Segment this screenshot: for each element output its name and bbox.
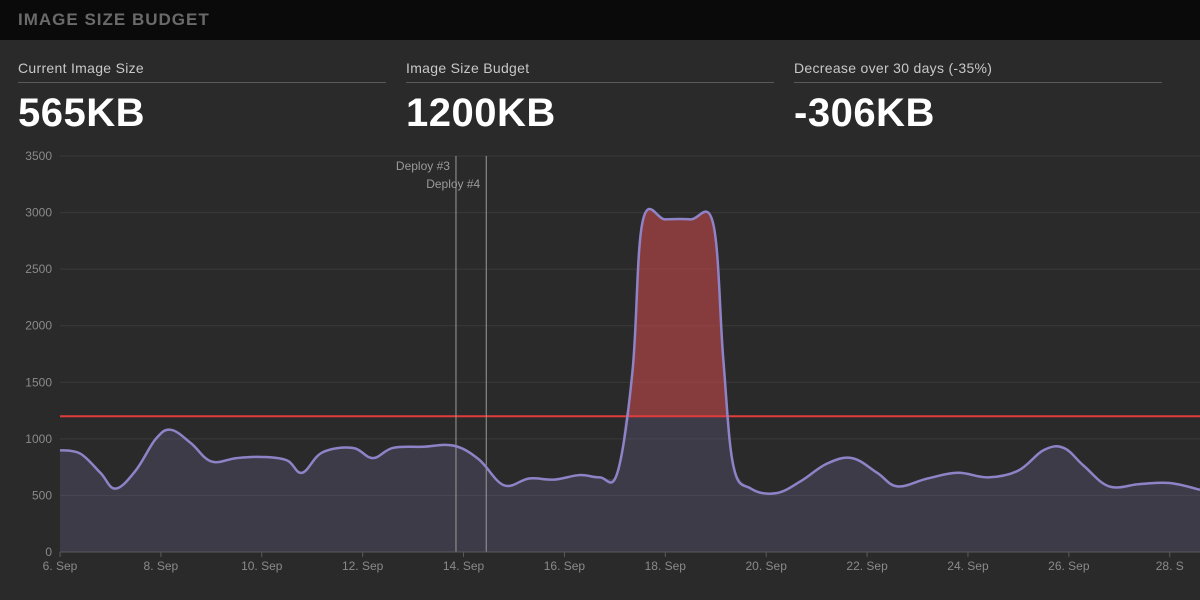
x-tick-label: 16. Sep — [544, 559, 586, 573]
metric-decrease: Decrease over 30 days (-35%) -306KB — [794, 60, 1182, 136]
svg-text:2000: 2000 — [25, 319, 52, 333]
metric-budget: Image Size Budget 1200KB — [406, 60, 794, 136]
x-tick-label: 24. Sep — [947, 559, 989, 573]
x-tick-label: 28. S — [1156, 559, 1184, 573]
metric-decrease-label: Decrease over 30 days (-35%) — [794, 60, 1162, 83]
metric-budget-value: 1200KB — [406, 91, 774, 136]
metrics-row: Current Image Size 565KB Image Size Budg… — [0, 40, 1200, 146]
panel-title: IMAGE SIZE BUDGET — [18, 10, 210, 29]
x-tick-label: 10. Sep — [241, 559, 283, 573]
chart-svg: 0 500 1000 1500 2000 2500 3000 3500 Deploy #3 Dep… — [18, 146, 1200, 576]
svg-text:3500: 3500 — [25, 149, 52, 163]
metric-current-label: Current Image Size — [18, 60, 386, 83]
svg-text:3000: 3000 — [25, 206, 52, 220]
deploy-marker-label: Deploy #3 — [396, 159, 450, 173]
svg-text:1500: 1500 — [25, 375, 52, 389]
metric-decrease-value: -306KB — [794, 91, 1162, 136]
metric-budget-label: Image Size Budget — [406, 60, 774, 83]
budget-chart: 0 500 1000 1500 2000 2500 3000 3500 Deploy #3 Dep… — [0, 146, 1200, 576]
metric-current: Current Image Size 565KB — [18, 60, 406, 136]
svg-text:1000: 1000 — [25, 432, 52, 446]
area-under-budget — [60, 412, 1200, 552]
metric-current-value: 565KB — [18, 91, 386, 136]
x-tick-label: 14. Sep — [443, 559, 485, 573]
svg-text:0: 0 — [45, 545, 52, 559]
panel-header: IMAGE SIZE BUDGET — [0, 0, 1200, 40]
x-tick-label: 12. Sep — [342, 559, 384, 573]
x-tick-label: 18. Sep — [645, 559, 687, 573]
x-tick-label: 22. Sep — [846, 559, 888, 573]
x-tick-label: 8. Sep — [144, 559, 179, 573]
x-tick-label: 6. Sep — [43, 559, 78, 573]
x-tick-label: 20. Sep — [746, 559, 788, 573]
svg-text:2500: 2500 — [25, 262, 52, 276]
deploy-marker-label: Deploy #4 — [426, 177, 480, 191]
x-tick-label: 26. Sep — [1048, 559, 1090, 573]
svg-text:500: 500 — [32, 488, 52, 502]
